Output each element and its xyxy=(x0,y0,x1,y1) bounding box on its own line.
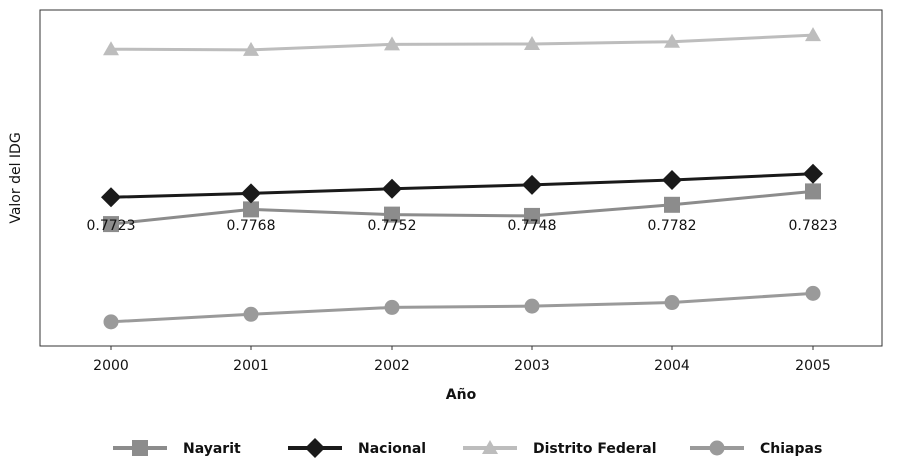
x-tick-label-2002: 2002 xyxy=(374,358,410,374)
x-tick-label-2004: 2004 xyxy=(654,358,690,374)
data-label-nayarit-2005: 0.7823 xyxy=(789,218,838,234)
line-nacional xyxy=(110,172,814,199)
data-label-nayarit-2001: 0.7768 xyxy=(227,218,276,234)
point-nayarit-2003 xyxy=(524,207,540,224)
line-nayarit xyxy=(110,189,814,226)
point-nacional-2004 xyxy=(662,169,682,190)
point-nayarit-2000 xyxy=(103,216,119,233)
x-tick-label-2005: 2005 xyxy=(795,358,831,374)
plot-frame xyxy=(39,9,883,347)
data-label-nayarit-2002: 0.7752 xyxy=(368,218,417,234)
point-distrito-federal-2004 xyxy=(664,33,680,48)
x-tick-label-2003: 2003 xyxy=(514,358,550,374)
point-nayarit-2001 xyxy=(243,201,259,218)
line-chiapas xyxy=(110,291,814,324)
point-distrito-federal-2001 xyxy=(243,41,259,56)
point-nayarit-2005 xyxy=(805,183,821,200)
legend-label-nayarit: Nayarit xyxy=(183,441,241,457)
legend-marker-nacional xyxy=(305,438,325,458)
point-distrito-federal-2000 xyxy=(103,41,119,56)
legend-label-distrito-federal: Distrito Federal xyxy=(533,441,657,457)
point-nacional-2001 xyxy=(241,183,261,204)
data-label-nayarit-2004: 0.7782 xyxy=(648,218,697,234)
point-chiapas-2001 xyxy=(243,306,259,322)
line-distrito-federal xyxy=(110,33,814,52)
legend-marker-distrito-federal xyxy=(482,440,498,454)
marks-layer: 0.7723 0.7768 0.7752 0.7748 0.7782 0.7823 xyxy=(87,27,838,330)
x-tick-label-2000: 2000 xyxy=(93,358,129,374)
point-nacional-2005 xyxy=(803,163,823,184)
series-nacional xyxy=(101,163,823,208)
point-nayarit-2004 xyxy=(664,196,680,213)
x-axis-title: Año xyxy=(446,387,477,403)
point-chiapas-2005 xyxy=(805,285,821,301)
point-nayarit-2002 xyxy=(384,206,400,223)
point-chiapas-2003 xyxy=(524,298,540,314)
legend-item-nacional: Nacional xyxy=(288,438,426,458)
legend-item-nayarit: Nayarit xyxy=(113,440,241,457)
legend-marker-nayarit xyxy=(132,440,148,456)
point-distrito-federal-2002 xyxy=(384,36,400,51)
legend-item-distrito-federal: Distrito Federal xyxy=(463,440,657,457)
point-nacional-2003 xyxy=(522,174,542,195)
legend-label-nacional: Nacional xyxy=(358,441,426,457)
legend-label-chiapas: Chiapas xyxy=(760,441,822,457)
legend: Nayarit Nacional Distrito Federal Chiapas xyxy=(113,438,822,458)
legend-item-chiapas: Chiapas xyxy=(690,440,822,457)
point-distrito-federal-2005 xyxy=(805,27,821,42)
x-tick-label-2001: 2001 xyxy=(233,358,269,374)
point-nacional-2000 xyxy=(101,187,121,208)
point-chiapas-2000 xyxy=(103,314,119,330)
legend-marker-chiapas xyxy=(709,440,725,456)
point-nacional-2002 xyxy=(382,178,402,199)
series-nayarit: 0.7723 0.7768 0.7752 0.7748 0.7782 0.7823 xyxy=(87,183,838,234)
x-tick-labels: 2000 2001 2002 2003 2004 2005 xyxy=(93,346,831,374)
y-axis-title: Valor del IDG xyxy=(8,132,24,223)
data-label-nayarit-2000: 0.7723 xyxy=(87,218,136,234)
series-distrito-federal xyxy=(103,27,821,56)
series-chiapas xyxy=(103,285,821,330)
data-label-nayarit-2003: 0.7748 xyxy=(508,218,557,234)
point-distrito-federal-2003 xyxy=(524,35,540,50)
point-chiapas-2004 xyxy=(664,295,680,311)
point-chiapas-2002 xyxy=(384,299,400,315)
